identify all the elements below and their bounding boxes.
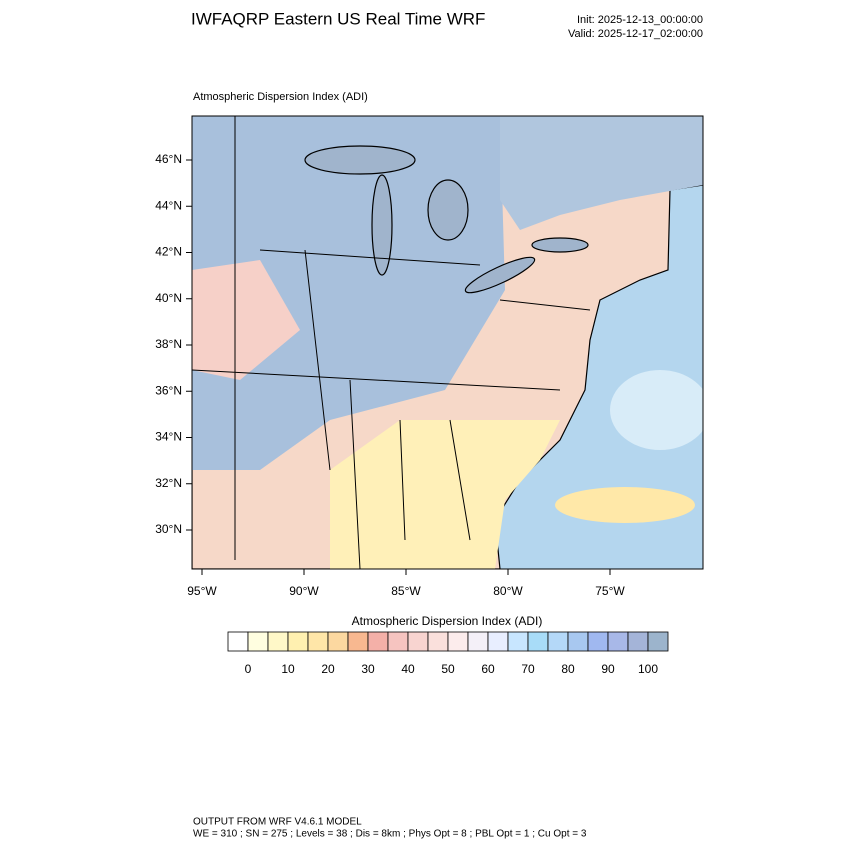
colorbar-box (467, 631, 489, 652)
lon-label: 80°W (493, 584, 523, 598)
colorbar-label: 30 (361, 662, 375, 676)
colorbar-box (607, 631, 629, 652)
colorbar-label: 60 (481, 662, 495, 676)
lake (427, 179, 469, 241)
map (192, 116, 703, 569)
colorbar-box (567, 631, 589, 652)
colorbar-label: 0 (245, 662, 252, 676)
colorbar-box (487, 631, 509, 652)
colorbar-label: 70 (521, 662, 535, 676)
colorbar-box (367, 631, 389, 652)
lat-label: 38°N (155, 337, 182, 351)
colorbar-box (407, 631, 429, 652)
colorbar-box (507, 631, 529, 652)
ocean-feature (610, 370, 703, 450)
colorbar-label: 50 (441, 662, 455, 676)
colorbar-box (627, 631, 649, 652)
lat-label: 44°N (155, 198, 182, 212)
colorbar-box (647, 631, 669, 652)
colorbar-box (387, 631, 409, 652)
lon-label: 95°W (187, 584, 217, 598)
colorbar-box (587, 631, 609, 652)
title: IWFAQRP Eastern US Real Time WRF (191, 9, 485, 28)
lake (531, 237, 589, 253)
map-subtitle: Atmospheric Dispersion Index (ADI) (193, 91, 368, 103)
colorbar-label: 20 (321, 662, 335, 676)
lon-label: 75°W (595, 584, 625, 598)
colorbar-box (247, 631, 269, 652)
valid-time: Valid: 2025-12-17_02:00:00 (568, 28, 703, 40)
colorbar-label: 80 (561, 662, 575, 676)
colorbar-label: 100 (638, 662, 658, 676)
lake (464, 256, 536, 294)
colorbar-box (347, 631, 369, 652)
ocean-feature (555, 487, 695, 523)
lat-label: 42°N (155, 245, 182, 259)
colorbar-label: 40 (401, 662, 415, 676)
footer-line: OUTPUT FROM WRF V4.6.1 MODEL (193, 817, 362, 828)
state-borders (192, 116, 591, 569)
colorbar-box (307, 631, 329, 652)
lat-label: 34°N (155, 430, 182, 444)
map-frame (191, 115, 704, 570)
map-axes: 46°N 44°N 42°N 40°N 38°N 36°N 34°N 32°N 30°N 95°W… (155, 152, 625, 598)
land-region (192, 116, 505, 470)
colorbar-box (527, 631, 549, 652)
colorbar-label: 10 (281, 662, 295, 676)
colorbar-box (287, 631, 309, 652)
lat-label: 36°N (155, 383, 182, 397)
colorbar-box (427, 631, 449, 652)
lon-label: 90°W (289, 584, 319, 598)
colorbar: 0 10 20 30 40 50 60 70 80 90 100 (227, 631, 669, 676)
lat-label: 32°N (155, 476, 182, 490)
lake (304, 145, 416, 175)
land-region (192, 260, 300, 380)
lat-label: 40°N (155, 291, 182, 305)
land-region (330, 420, 560, 569)
land-region (500, 116, 703, 230)
colorbar-box (547, 631, 569, 652)
colorbar-title: Atmospheric Dispersion Index (ADI) (352, 614, 543, 628)
colorbar-box (267, 631, 289, 652)
lat-label: 46°N (155, 152, 182, 166)
lat-label: 30°N (155, 522, 182, 536)
lon-label: 85°W (391, 584, 421, 598)
colorbar-box (447, 631, 469, 652)
footer-line: WE = 310 ; SN = 275 ; Levels = 38 ; Dis … (193, 829, 587, 840)
colorbar-label: 90 (601, 662, 615, 676)
lake (371, 174, 393, 276)
colorbar-box (227, 631, 249, 652)
init-time: Init: 2025-12-13_00:00:00 (577, 14, 703, 26)
colorbar-box (327, 631, 349, 652)
